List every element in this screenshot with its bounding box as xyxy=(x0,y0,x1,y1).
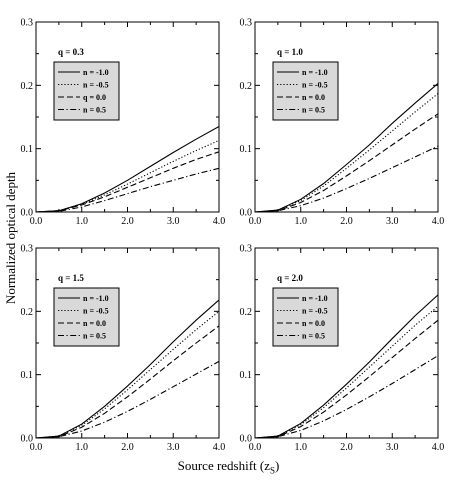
x-tick-label: 1.0 xyxy=(295,216,308,227)
x-tick-label: 0.0 xyxy=(249,216,262,227)
panel-3: 0.0 1.0 2.0 3.0 4.0 0.0 0.1 0.2 0.3 q = 1.5 n = -1… xyxy=(21,244,226,454)
legend-label: n = -0.5 xyxy=(302,307,328,316)
legend-label: n = 0.0 xyxy=(83,319,106,328)
x-tick-label: 1.0 xyxy=(295,442,308,453)
x-tick-label: 4.0 xyxy=(432,442,445,453)
y-tick-label: 0.0 xyxy=(240,208,253,219)
x-tick-label: 2.0 xyxy=(340,442,353,453)
x-tick-label: 3.0 xyxy=(386,216,399,227)
x-tick-label: 2.0 xyxy=(340,216,353,227)
x-tick-label: 4.0 xyxy=(213,216,226,227)
legend-label: n = 0.5 xyxy=(83,332,106,341)
panel-title: q = 0.3 xyxy=(58,47,84,57)
x-axis-title-subscript: S xyxy=(270,465,276,476)
x-tick-label: 4.0 xyxy=(432,216,445,227)
series-line-3 xyxy=(35,151,220,213)
y-axis-title-wrap: Normalized optical depth xyxy=(0,0,22,485)
y-tick-label: 0.2 xyxy=(240,81,253,92)
legend-label: n = -0.5 xyxy=(83,307,109,316)
y-tick-label: 0.1 xyxy=(21,370,34,381)
panel-1: 0.0 1.0 2.0 3.0 4.0 0.0 0.1 0.2 0.3 q = 0.3 n = -1… xyxy=(21,18,226,228)
series-line-1 xyxy=(254,294,439,439)
x-tick-label: 0.0 xyxy=(30,216,43,227)
x-tick-label: 3.0 xyxy=(167,442,180,453)
y-tick-label: 0.0 xyxy=(240,434,253,445)
x-tick-label: 3.0 xyxy=(386,442,399,453)
y-tick-label: 0.3 xyxy=(21,18,34,29)
y-tick-label: 0.1 xyxy=(21,144,34,155)
legend-label: n = -1.0 xyxy=(83,294,109,303)
x-axis-title-close: ) xyxy=(275,458,280,473)
x-tick-label: 4.0 xyxy=(213,442,226,453)
legend-label: n = -0.5 xyxy=(83,81,109,90)
x-tick-label: 2.0 xyxy=(121,216,134,227)
x-tick-label: 1.0 xyxy=(76,216,89,227)
x-axis-title-main: Source redshift (z xyxy=(177,458,271,473)
legend-label: n = -1.0 xyxy=(302,68,328,77)
series-line-4 xyxy=(35,360,220,439)
x-tick-label: 0.0 xyxy=(249,442,262,453)
legend-label: n = 0.5 xyxy=(302,332,325,341)
legend-label: n = -0.5 xyxy=(302,81,328,90)
y-tick-label: 0.3 xyxy=(21,244,34,255)
series-line-1 xyxy=(35,299,220,439)
y-tick-label: 0.3 xyxy=(240,244,253,255)
y-tick-label: 0.0 xyxy=(21,434,34,445)
series-line-2 xyxy=(35,139,220,213)
legend-label: n = 0.0 xyxy=(302,319,325,328)
series-line-2 xyxy=(254,305,439,439)
y-tick-label: 0.1 xyxy=(240,144,253,155)
series-line-4 xyxy=(254,355,439,439)
series-line-1 xyxy=(35,126,220,213)
series-line-2 xyxy=(35,310,220,439)
panel-2: 0.0 1.0 2.0 3.0 4.0 0.0 0.1 0.2 0.3 q = 1.0 n = -1… xyxy=(240,18,445,228)
panel-title: q = 1.5 xyxy=(58,273,84,283)
series-line-4 xyxy=(254,145,439,213)
y-axis-title: Normalized optical depth xyxy=(3,171,18,305)
x-tick-label: 2.0 xyxy=(121,442,134,453)
y-tick-label: 0.3 xyxy=(240,18,253,29)
y-tick-label: 0.2 xyxy=(21,81,34,92)
y-tick-label: 0.2 xyxy=(21,307,34,318)
legend-label: n = 0.5 xyxy=(302,106,325,115)
series-line-4 xyxy=(35,167,220,213)
y-tick-label: 0.1 xyxy=(240,370,253,381)
panel-title: q = 1.0 xyxy=(277,47,303,57)
series-line-3 xyxy=(254,319,439,439)
legend-label: q = 0.0 xyxy=(83,93,106,102)
x-tick-label: 1.0 xyxy=(76,442,89,453)
y-tick-label: 0.2 xyxy=(240,307,253,318)
series-line-3 xyxy=(35,325,220,439)
legend-label: n = 0.0 xyxy=(302,93,325,102)
x-axis-title: Source redshift (zS) xyxy=(0,458,457,476)
y-tick-label: 0.0 xyxy=(21,208,34,219)
x-tick-label: 3.0 xyxy=(167,216,180,227)
legend-label: n = -1.0 xyxy=(302,294,328,303)
series-line-2 xyxy=(254,93,439,213)
x-tick-label: 0.0 xyxy=(30,442,43,453)
series-line-1 xyxy=(254,83,439,213)
panel-4: 0.0 1.0 2.0 3.0 4.0 0.0 0.1 0.2 0.3 q = 2.0 n = -1… xyxy=(240,244,445,454)
series-line-3 xyxy=(254,113,439,213)
panel-title: q = 2.0 xyxy=(277,273,303,283)
legend-label: n = 0.5 xyxy=(83,106,106,115)
legend-label: n = -1.0 xyxy=(83,68,109,77)
